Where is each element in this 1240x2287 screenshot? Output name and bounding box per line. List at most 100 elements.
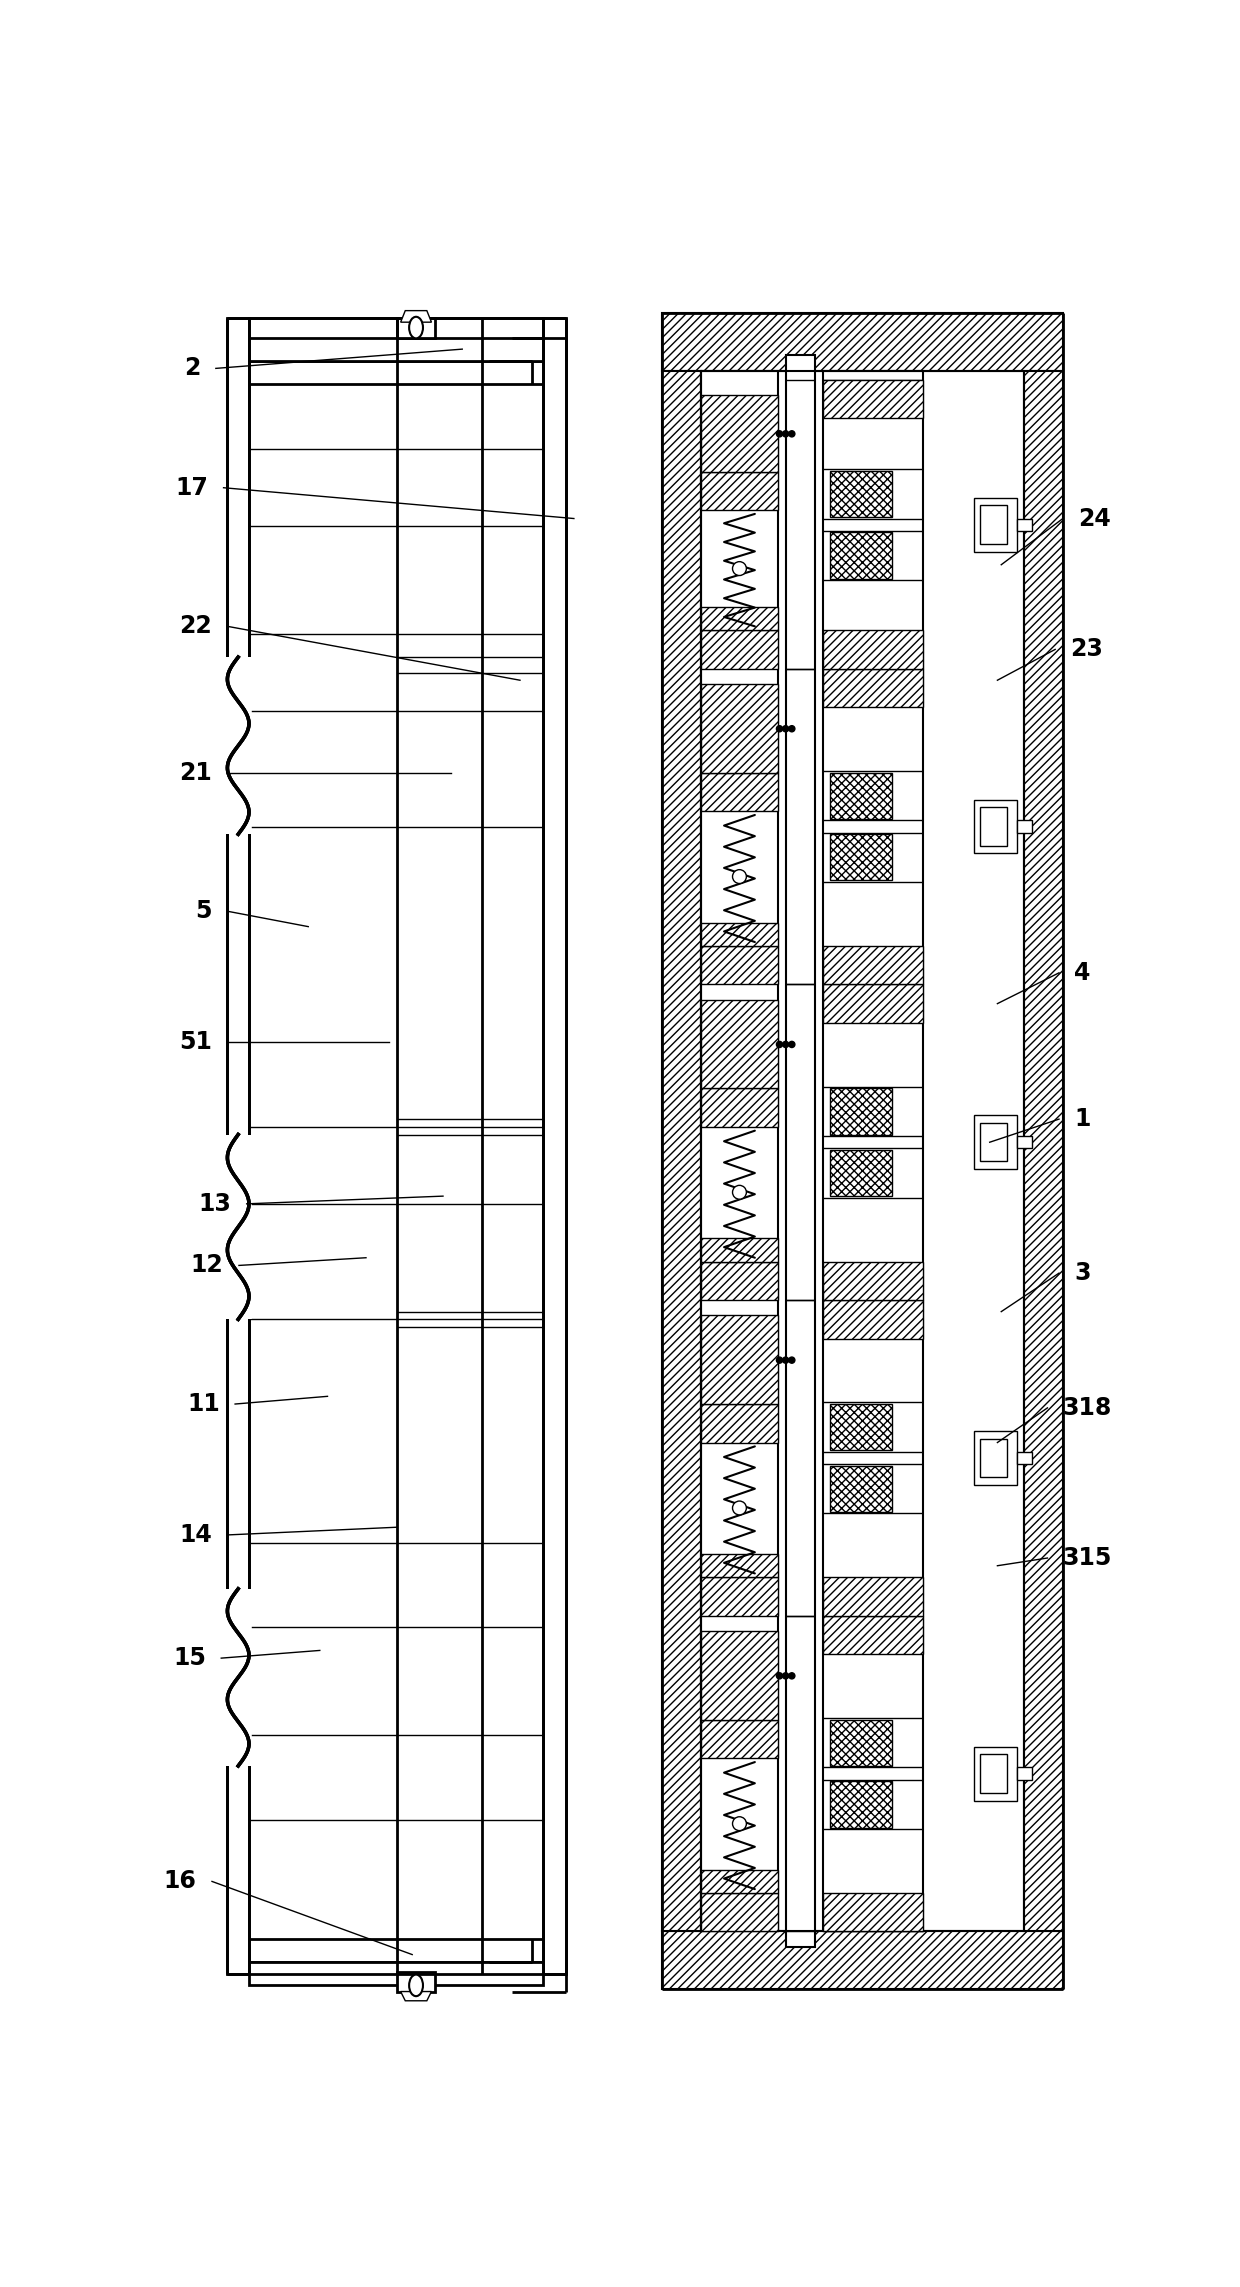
Bar	[822, 370, 923, 1933]
Bar	[975, 499, 1017, 551]
Text: 318: 318	[1063, 1395, 1112, 1420]
Bar	[701, 922, 777, 947]
Bar	[981, 1439, 1007, 1477]
Bar	[249, 338, 543, 361]
Bar	[701, 471, 777, 510]
Circle shape	[789, 1041, 795, 1047]
Bar	[701, 1089, 777, 1127]
Bar	[831, 1466, 892, 1512]
Bar	[701, 1720, 777, 1759]
Bar	[701, 773, 777, 812]
Bar	[831, 1404, 892, 1450]
Circle shape	[789, 430, 795, 437]
Text: 11: 11	[187, 1393, 219, 1416]
Bar	[701, 1315, 777, 1404]
Text: 21: 21	[180, 762, 212, 784]
Text: 22: 22	[180, 615, 212, 638]
Ellipse shape	[409, 1974, 423, 1997]
Bar	[543, 318, 567, 1974]
Text: 3: 3	[1074, 1260, 1091, 1285]
Text: 315: 315	[1063, 1546, 1112, 1571]
Bar	[227, 318, 249, 1974]
Bar	[822, 947, 923, 983]
Bar	[831, 1720, 892, 1766]
Bar	[786, 354, 815, 1946]
Bar	[701, 1631, 777, 1720]
Bar	[822, 1262, 923, 1299]
Bar	[822, 1299, 923, 1338]
Circle shape	[733, 563, 746, 576]
Bar	[701, 1894, 777, 1933]
Text: 23: 23	[1070, 638, 1104, 661]
Bar	[249, 1939, 543, 1962]
Bar	[981, 1754, 1007, 1793]
Bar	[1024, 370, 1063, 1933]
Bar	[1017, 1137, 1032, 1148]
Text: 14: 14	[180, 1523, 212, 1546]
Polygon shape	[401, 311, 432, 322]
Bar	[831, 471, 892, 517]
Bar	[975, 1432, 1017, 1484]
Circle shape	[776, 1356, 782, 1363]
Bar	[249, 318, 543, 1974]
Bar	[1017, 1768, 1032, 1779]
Polygon shape	[401, 1992, 432, 2001]
Bar	[831, 773, 892, 819]
Circle shape	[782, 1356, 789, 1363]
Bar	[397, 318, 435, 338]
Bar	[822, 380, 923, 419]
Bar	[701, 396, 777, 471]
Text: 1: 1	[1074, 1107, 1091, 1132]
Circle shape	[782, 1041, 789, 1047]
Bar	[701, 1240, 777, 1262]
Text: 16: 16	[164, 1868, 197, 1894]
Bar	[701, 684, 777, 773]
Text: 51: 51	[179, 1029, 212, 1054]
Circle shape	[733, 1816, 746, 1830]
Bar	[701, 1871, 777, 1894]
Circle shape	[789, 1672, 795, 1679]
Bar	[831, 1782, 892, 1827]
Circle shape	[733, 1185, 746, 1198]
Bar	[701, 631, 777, 668]
Bar	[981, 807, 1007, 846]
Circle shape	[782, 1672, 789, 1679]
Bar	[975, 800, 1017, 853]
Bar	[822, 631, 923, 668]
Bar	[831, 835, 892, 880]
Text: 15: 15	[172, 1647, 206, 1670]
Bar	[975, 1747, 1017, 1800]
Circle shape	[733, 1500, 746, 1514]
Circle shape	[776, 430, 782, 437]
Text: 12: 12	[191, 1253, 223, 1278]
Bar	[701, 1262, 777, 1299]
Circle shape	[776, 725, 782, 732]
Bar	[701, 999, 777, 1089]
Circle shape	[789, 725, 795, 732]
Bar	[822, 1578, 923, 1617]
Bar	[701, 1555, 777, 1578]
Bar	[662, 313, 1063, 370]
Bar	[981, 505, 1007, 544]
Circle shape	[782, 430, 789, 437]
Bar	[831, 1150, 892, 1196]
Bar	[662, 370, 701, 1933]
Bar	[701, 370, 777, 1933]
Text: 17: 17	[175, 476, 208, 501]
Bar	[701, 606, 777, 631]
Bar	[1017, 1452, 1032, 1464]
Bar	[822, 983, 923, 1022]
Text: 4: 4	[1074, 961, 1091, 986]
Bar	[701, 1404, 777, 1443]
Bar	[981, 1123, 1007, 1162]
Text: 5: 5	[196, 899, 212, 924]
Circle shape	[776, 1041, 782, 1047]
Circle shape	[733, 869, 746, 883]
Bar	[701, 947, 777, 983]
Bar	[822, 668, 923, 707]
Bar	[975, 1116, 1017, 1169]
Bar	[249, 361, 543, 384]
Text: 24: 24	[1079, 505, 1111, 531]
Bar	[831, 1089, 892, 1134]
Bar	[822, 1617, 923, 1654]
